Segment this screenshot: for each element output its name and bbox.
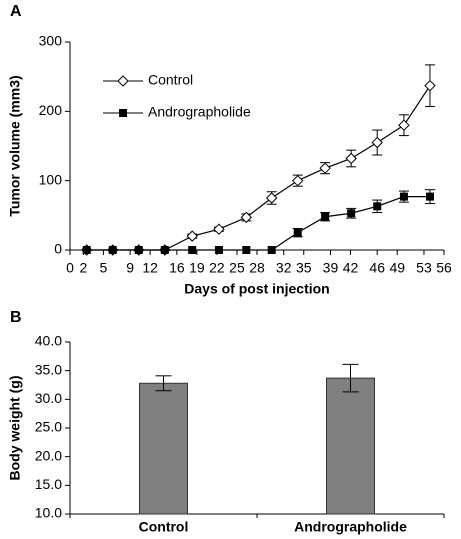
marker bbox=[134, 246, 143, 254]
x-tick-label: 22 bbox=[209, 260, 225, 276]
marker bbox=[321, 212, 330, 221]
marker bbox=[242, 246, 251, 254]
marker bbox=[214, 246, 223, 254]
marker bbox=[160, 246, 169, 254]
y-tick-label: 20.0 bbox=[35, 447, 62, 463]
series-line bbox=[86, 85, 431, 251]
y-tick-label: 40.0 bbox=[35, 333, 62, 349]
y-tick-label: 25.0 bbox=[35, 419, 62, 435]
marker bbox=[398, 119, 410, 131]
marker bbox=[319, 162, 331, 174]
x-tick-label: Control bbox=[139, 519, 189, 535]
marker bbox=[267, 246, 276, 254]
error-bar bbox=[342, 363, 359, 393]
panel-label: B bbox=[10, 309, 22, 326]
series-line bbox=[86, 196, 430, 251]
x-tick-label: 2 bbox=[79, 260, 87, 276]
x-tick-label: 39 bbox=[323, 260, 339, 276]
x-tick-label: 9 bbox=[126, 260, 134, 276]
x-tick-label: 49 bbox=[389, 260, 405, 276]
marker bbox=[371, 136, 383, 149]
y-tick-label: 10.0 bbox=[35, 505, 62, 521]
marker bbox=[399, 192, 408, 201]
legend-marker bbox=[119, 109, 127, 117]
marker bbox=[188, 246, 197, 254]
y-tick-label: 0 bbox=[54, 241, 62, 257]
marker bbox=[108, 246, 117, 254]
x-tick-label: 53 bbox=[416, 260, 432, 276]
bar bbox=[326, 377, 375, 515]
x-tick-label: 0 bbox=[66, 260, 74, 276]
x-axis-title: Days of post injection bbox=[184, 281, 329, 297]
marker bbox=[424, 79, 436, 92]
x-tick-label: 5 bbox=[99, 260, 107, 276]
marker bbox=[347, 209, 356, 218]
legend-marker bbox=[117, 75, 129, 87]
x-tick-label: 19 bbox=[189, 260, 205, 276]
x-tick-label: 56 bbox=[436, 260, 452, 276]
marker bbox=[213, 223, 225, 235]
marker bbox=[292, 174, 304, 187]
marker bbox=[373, 202, 382, 211]
y-tick-label: 300 bbox=[39, 33, 63, 49]
x-tick-label: 12 bbox=[142, 260, 158, 276]
x-tick-label: 25 bbox=[229, 260, 245, 276]
legend-label: Andrographolide bbox=[148, 104, 251, 120]
x-tick-label: 42 bbox=[343, 260, 359, 276]
marker bbox=[425, 192, 434, 201]
y-axis-title: Tumor volume (mm3) bbox=[7, 75, 23, 216]
marker bbox=[82, 246, 91, 254]
x-tick-label: 46 bbox=[369, 260, 385, 276]
marker bbox=[293, 228, 302, 237]
legend-label: Control bbox=[148, 72, 193, 88]
x-tick-label: Andrographolide bbox=[294, 519, 407, 535]
x-tick-label: 16 bbox=[169, 260, 185, 276]
marker bbox=[345, 152, 357, 165]
bar bbox=[139, 382, 188, 515]
x-tick-label: 28 bbox=[249, 260, 265, 276]
y-tick-label: 200 bbox=[39, 102, 63, 118]
marker bbox=[265, 192, 278, 204]
y-tick-label: 15.0 bbox=[35, 476, 62, 492]
y-axis-title: Body weight (g) bbox=[7, 376, 23, 481]
x-tick-label: 32 bbox=[276, 260, 292, 276]
marker bbox=[186, 230, 198, 242]
y-tick-label: 100 bbox=[39, 171, 63, 187]
y-tick-label: 30.0 bbox=[35, 390, 62, 406]
y-tick-label: 35.0 bbox=[35, 361, 62, 377]
panel-label: A bbox=[10, 3, 22, 20]
x-tick-label: 35 bbox=[296, 260, 312, 276]
marker bbox=[240, 211, 253, 224]
error-bar bbox=[155, 375, 172, 392]
